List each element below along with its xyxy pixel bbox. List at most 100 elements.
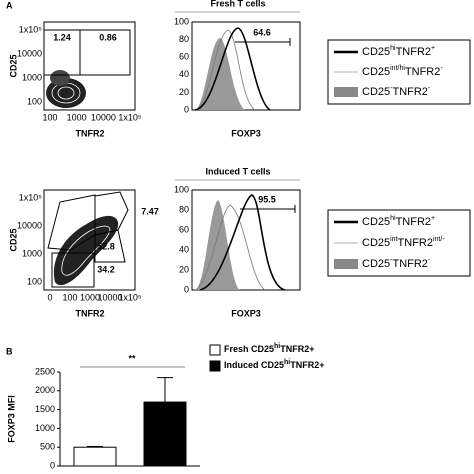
legend-entry: Induced CD25hiTNFR2+: [224, 359, 325, 370]
text-part: CD25: [362, 66, 390, 78]
gate-percent: 0.86: [99, 32, 117, 42]
y-tick-label: 1000: [35, 423, 55, 433]
superscript: int/hi: [390, 65, 405, 72]
axis-label: TNFR2: [76, 308, 105, 318]
x-tick-label: 10000: [91, 112, 116, 122]
dot-plot: [43, 21, 136, 111]
panel-label: A: [6, 0, 13, 10]
y-tick-label: 1000: [22, 72, 42, 82]
histogram: [191, 21, 301, 111]
gate-percent: 34.2: [97, 264, 115, 274]
text-part: CD25: [362, 86, 390, 98]
superscript: +: [431, 45, 435, 52]
x-tick-label: 1000: [67, 112, 87, 122]
legend-entry: CD25-TNFR2-: [362, 257, 431, 270]
y-tick-label: 2000: [35, 385, 55, 395]
superscript: hi: [390, 45, 396, 52]
superscript: +: [431, 215, 435, 222]
y-tick-label: 20: [179, 264, 189, 274]
axis-label: CD25: [8, 54, 18, 77]
axis-label: TNFR2: [76, 128, 105, 138]
superscript: int: [390, 236, 397, 243]
legend-swatch: [334, 259, 358, 269]
legend-entry: CD25int/hiTNFR2-: [362, 65, 443, 78]
y-tick-label: 40: [179, 69, 189, 79]
legend-entry: CD25hiTNFR2+: [362, 215, 435, 228]
bar: [143, 401, 187, 467]
text-part: CD25: [362, 237, 390, 249]
y-tick-label: 1x10⁵: [19, 192, 43, 202]
x-tick-label: 100: [42, 112, 57, 122]
superscript: int/-: [433, 236, 445, 243]
y-tick-label: 1000: [22, 248, 42, 258]
superscript: hi: [284, 359, 290, 366]
y-tick-label: 100: [27, 276, 42, 286]
axis-label: FOXP3: [231, 308, 261, 318]
y-tick-label: 100: [174, 184, 189, 194]
axis-label: CD25: [8, 228, 18, 251]
y-tick-label: 1500: [35, 404, 55, 414]
y-tick-label: 0: [50, 460, 55, 470]
y-tick-label: 40: [179, 244, 189, 254]
y-tick-label: 10000: [17, 220, 42, 230]
text-part: TNFR2: [398, 237, 433, 249]
text-part: TNFR2: [396, 216, 431, 228]
panel-label: B: [6, 346, 13, 356]
text-part: TNFR2: [392, 86, 427, 98]
gate-percent: 95.5: [258, 194, 276, 204]
significance: **: [128, 353, 136, 363]
legend-entry: CD25intTNFR2int/-: [362, 236, 445, 249]
bar: [73, 446, 117, 467]
gate-percent: 52.8: [97, 241, 115, 251]
y-tick-label: 2500: [35, 366, 55, 376]
x-tick-label: 10000: [97, 292, 122, 302]
x-tick-label: 1000: [80, 292, 100, 302]
y-tick-label: 60: [179, 224, 189, 234]
y-tick-label: 100: [27, 96, 42, 106]
gate-percent: 7.47: [141, 206, 159, 216]
text-part: TNFR2+: [290, 360, 324, 370]
y-tick-label: 100: [174, 16, 189, 26]
superscript: -: [440, 65, 443, 72]
text-part: CD25: [362, 258, 390, 270]
panel-title: Induced T cells: [205, 166, 270, 176]
superscript: hi: [390, 215, 396, 222]
legend-swatch: [209, 360, 221, 372]
text-part: TNFR2: [396, 46, 431, 58]
axis-label: FOXP3 MFI: [6, 395, 16, 443]
y-tick-label: 500: [40, 442, 55, 452]
text-part: TNFR2: [405, 66, 440, 78]
dot-plot: [43, 189, 136, 291]
text-part: Fresh CD25: [224, 344, 274, 354]
y-tick-label: 0: [184, 284, 189, 294]
legend-entry: Fresh CD25hiTNFR2+: [224, 343, 315, 354]
y-tick-label: 10000: [17, 48, 42, 58]
x-tick-label: 0: [47, 292, 52, 302]
x-tick-label: 1x10⁵: [118, 292, 142, 302]
legend-box: [327, 39, 471, 105]
legend-entry: CD25-TNFR2-: [362, 85, 431, 98]
axis-label: FOXP3: [231, 128, 261, 138]
superscript: hi: [274, 343, 280, 350]
legend-swatch: [209, 344, 221, 356]
panel-title: Fresh T cells: [210, 0, 265, 8]
y-tick-label: 0: [184, 104, 189, 114]
histogram: [191, 189, 301, 291]
y-tick-label: 80: [179, 204, 189, 214]
text-part: CD25: [362, 46, 390, 58]
x-tick-label: 100: [62, 292, 77, 302]
y-tick-label: 80: [179, 34, 189, 44]
text-part: TNFR2: [392, 258, 427, 270]
superscript: -: [390, 257, 393, 264]
y-tick-label: 60: [179, 52, 189, 62]
y-tick-label: 1x10⁵: [19, 24, 43, 34]
legend-entry: CD25hiTNFR2+: [362, 45, 435, 58]
x-tick-label: 1x10⁵: [118, 112, 142, 122]
gate-percent: 64.6: [253, 27, 271, 37]
superscript: -: [428, 85, 431, 92]
y-tick-label: 20: [179, 87, 189, 97]
text-part: TNFR2+: [280, 344, 314, 354]
legend-box: [327, 209, 471, 277]
legend-swatch: [334, 87, 358, 97]
